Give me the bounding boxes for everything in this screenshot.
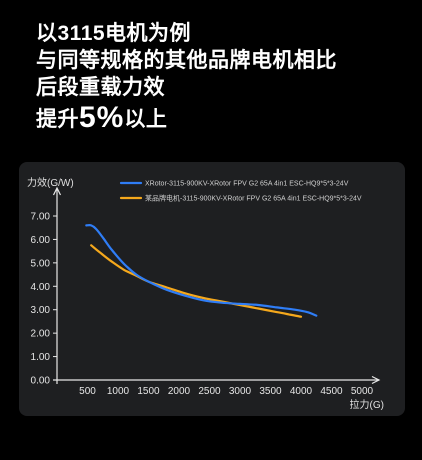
x-axis-arrow (371, 375, 381, 385)
headline-line-2: 与同等规格的其他品牌电机相比 (36, 49, 337, 72)
headline-line-3: 后段重载力效 (36, 76, 165, 99)
x-tick-label: 3000 (229, 386, 252, 397)
x-tick-label: 1000 (107, 386, 130, 397)
headline-line-1: 以3115电机为例 (36, 22, 192, 45)
chart-legend: XRotor-3115-900KV-XRotor FPV G2 65A 4in1… (119, 181, 362, 203)
headline-line-4: 提升 5% 以上 (36, 103, 416, 133)
chart-ticks: 0.00 1.00 2.00 3.00 4.00 5.00 6.00 7.00 500 1000 1… (31, 212, 374, 398)
x-tick-label: 3500 (259, 386, 282, 397)
legend-label: XRotor-3115-900KV-XRotor FPV G2 65A 4in1… (145, 181, 349, 188)
x-tick-label: 2500 (198, 386, 221, 397)
chart-series (85, 224, 318, 318)
y-tick-label: 2.00 (31, 329, 51, 340)
series-line-xrotor (85, 224, 318, 317)
chart-axes: 力效(G/W) 拉力(G) (27, 176, 384, 411)
headline-line-4-suffix: 以上 (124, 108, 168, 131)
y-tick-label: 7.00 (31, 212, 51, 223)
y-tick-label: 6.00 (31, 235, 51, 246)
y-tick-label: 0.00 (31, 376, 51, 387)
x-tick-label: 5000 (351, 386, 374, 397)
x-tick-label: 4500 (320, 386, 343, 397)
legend-label: 某品牌电机-3115-900KV-XRotor FPV G2 65A 4in1 … (145, 194, 362, 203)
y-axis-arrow (52, 186, 62, 196)
y-tick-label: 5.00 (31, 258, 51, 269)
series-line-other-brand (90, 244, 303, 318)
x-tick-label: 500 (79, 386, 96, 397)
chart-panel: 力效(G/W) 拉力(G) XRotor-3115-900KV-XRotor FP… (19, 162, 405, 416)
x-axis-label: 拉力(G) (350, 398, 384, 411)
y-tick-label: 1.00 (31, 352, 51, 363)
headline: 以3115电机为例 与同等规格的其他品牌电机相比 后段重载力效 提升 5% 以上 (36, 20, 416, 133)
x-tick-label: 1500 (137, 386, 160, 397)
efficiency-chart: 力效(G/W) 拉力(G) XRotor-3115-900KV-XRotor FP… (27, 176, 384, 411)
headline-highlight-value: 5% (79, 101, 125, 134)
y-tick-label: 4.00 (31, 282, 51, 293)
headline-line-4-prefix: 提升 (36, 108, 79, 131)
x-tick-label: 2000 (168, 386, 191, 397)
x-tick-label: 4000 (290, 386, 313, 397)
y-axis-label: 力效(G/W) (27, 176, 74, 189)
y-tick-label: 3.00 (31, 305, 51, 316)
